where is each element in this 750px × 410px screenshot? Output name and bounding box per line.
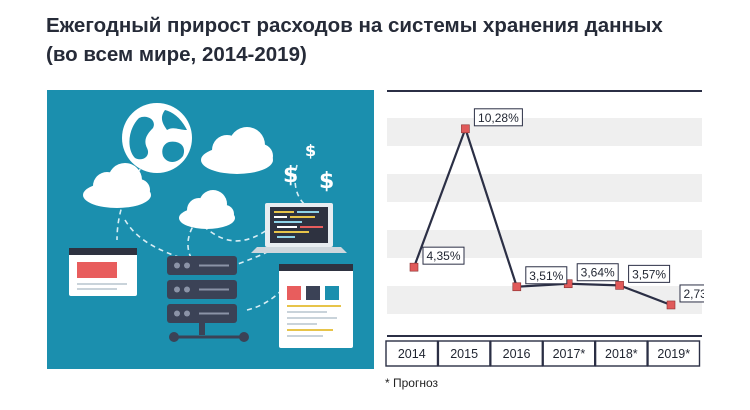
data-label: 3,57% <box>628 264 671 283</box>
x-tick-label: 2019* <box>657 347 690 361</box>
data-label: 3,51% <box>525 266 568 285</box>
grid-band <box>387 174 702 202</box>
x-tick-cell <box>647 340 701 367</box>
data-label-box <box>628 264 671 283</box>
data-label-text: 3,64% <box>581 266 615 280</box>
title-line-2: (во всем мире, 2014-2019) <box>46 43 307 66</box>
dollar-icon: $ $ $ <box>283 141 334 194</box>
cloud-middle <box>179 190 235 229</box>
x-tick-label: 2017* <box>553 347 586 361</box>
series-line <box>412 125 672 306</box>
x-tick-cell <box>490 340 544 367</box>
x-tick-cell <box>594 340 648 367</box>
data-point-marker <box>666 300 676 310</box>
data-label-text: 10,28% <box>478 111 519 125</box>
growth-line-chart: 4,35% 10,28% 3,51% 3,64% 3,57% 2,73% 2014 2015… <box>385 90 704 367</box>
x-tick-label: 2015 <box>450 347 478 361</box>
title-line-1: Ежегодный прирост расходов на системы хр… <box>46 14 663 37</box>
data-label: 2,73% <box>679 284 704 303</box>
data-label-text: 3,51% <box>529 269 563 283</box>
data-label-text: 4,35% <box>426 249 460 263</box>
data-label: 3,64% <box>576 263 619 282</box>
x-tick-cell <box>542 340 596 367</box>
x-tick-label: 2018* <box>605 347 638 361</box>
laptop-icon <box>251 203 347 253</box>
x-tick-label: 2014 <box>398 347 426 361</box>
data-point-marker <box>615 281 624 290</box>
grid-band <box>387 118 702 146</box>
svg-text:$: $ <box>319 169 334 194</box>
data-label-box <box>679 284 704 303</box>
data-point-marker <box>409 262 419 272</box>
page-title: Ежегодный прирост расходов на системы хр… <box>46 11 736 69</box>
x-tick-cell <box>437 340 491 367</box>
forecast-footnote: * Прогноз <box>385 376 439 390</box>
data-label-text: 2,73% <box>683 287 704 301</box>
globe-icon <box>122 103 192 173</box>
cloud-top-right <box>201 127 273 174</box>
grid-band <box>387 286 702 314</box>
dashboard-window-icon <box>279 264 353 348</box>
data-label-text: 3,57% <box>632 267 666 281</box>
data-point-marker <box>512 282 522 292</box>
browser-window-icon <box>69 248 137 296</box>
storage-illustration: $ $ $ <box>47 90 374 369</box>
data-label-box <box>422 246 465 265</box>
server-rack-icon <box>167 256 249 342</box>
svg-text:$: $ <box>283 163 298 188</box>
data-point-marker <box>461 124 470 134</box>
svg-text:$: $ <box>305 141 316 160</box>
x-tick-label: 2016 <box>503 347 531 361</box>
cloud-icon <box>83 127 273 229</box>
data-label: 10,28% <box>473 108 523 127</box>
cloud-left <box>83 163 151 208</box>
data-label-box <box>525 266 568 285</box>
data-label-box <box>576 263 619 282</box>
data-label: 4,35% <box>422 246 465 265</box>
data-label-box <box>473 108 523 127</box>
x-tick-cell <box>385 340 439 367</box>
